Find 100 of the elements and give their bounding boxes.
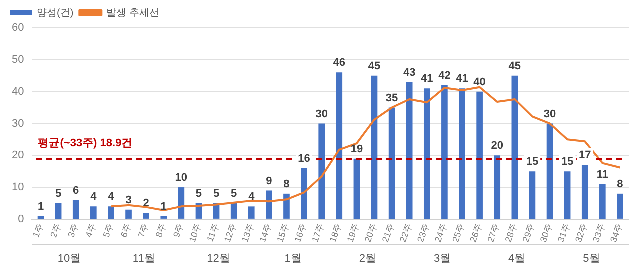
bar — [318, 124, 325, 219]
x-tick-label: 34주 — [608, 222, 624, 244]
x-tick-label: 16주 — [292, 222, 309, 244]
bar — [476, 92, 483, 219]
data-label: 19 — [350, 143, 364, 156]
bar — [600, 184, 606, 219]
bar — [284, 194, 290, 219]
data-label: 5 — [196, 188, 202, 200]
data-label: 30 — [316, 108, 328, 120]
data-label: 10 — [175, 172, 188, 184]
bar — [424, 88, 430, 219]
bar — [564, 172, 571, 219]
x-tick-label: 5주 — [101, 222, 116, 239]
data-label: 45 — [368, 60, 381, 72]
bar — [617, 194, 624, 219]
data-label: 4 — [248, 191, 256, 204]
text: 2월 — [359, 253, 376, 266]
x-tick-label: 30주 — [538, 222, 554, 244]
data-label: 2 — [143, 198, 150, 210]
bar — [108, 206, 114, 219]
x-tick-label: 25주 — [450, 222, 466, 244]
data-label: 20 — [491, 140, 504, 152]
bar — [371, 76, 378, 219]
x-tick-label: 20주 — [362, 222, 379, 244]
data-label: 1 — [38, 200, 44, 213]
bar — [546, 124, 554, 219]
text: 10월 — [58, 253, 82, 266]
text: 1월 — [284, 253, 302, 266]
y-tick-label: 0 — [18, 213, 24, 226]
x-tick-label: 7주 — [136, 222, 151, 239]
x-tick-label: 9주 — [171, 222, 186, 239]
x-tick-label: 18주 — [328, 222, 344, 244]
x-tick-label: 29주 — [520, 222, 537, 244]
x-tick-label: 27주 — [486, 222, 502, 244]
x-tick-label: 6주 — [118, 222, 133, 239]
bar — [388, 108, 396, 219]
bar — [143, 213, 150, 219]
y-tick-label: 40 — [12, 86, 24, 98]
y-tick-label: 60 — [12, 22, 24, 34]
data-label: 35 — [386, 92, 398, 104]
x-tick-label: 31주 — [556, 222, 572, 244]
x-tick-label: 33주 — [590, 222, 607, 244]
legend-label: 양성(건) — [37, 8, 74, 19]
data-label: 45 — [508, 60, 522, 72]
x-tick-label: 4주 — [84, 222, 98, 239]
x-tick-label: 28주 — [503, 222, 520, 244]
bar — [55, 203, 62, 219]
x-tick-label: 23주 — [415, 222, 432, 244]
data-label: 9 — [266, 175, 272, 188]
bar — [529, 172, 536, 219]
bar — [126, 210, 132, 219]
data-label: 15 — [526, 156, 539, 168]
data-label: 41 — [456, 73, 468, 86]
x-tick-label: 15주 — [275, 222, 291, 244]
x-tick-label: 14주 — [258, 222, 274, 244]
data-label: 17 — [578, 150, 592, 162]
data-label: 11 — [596, 168, 608, 181]
legend-label: 발생 추세선 — [106, 8, 160, 19]
bar — [512, 76, 518, 219]
data-label: 41 — [421, 73, 434, 86]
data-label: 4 — [108, 191, 116, 204]
y-tick-label: 50 — [12, 54, 24, 66]
x-tick-label: 17주 — [310, 222, 326, 244]
data-label: 16 — [298, 152, 310, 165]
bar — [266, 190, 272, 219]
data-label: 5 — [213, 188, 220, 200]
y-tick-label: 20 — [12, 150, 24, 162]
x-tick-label: 8주 — [154, 222, 168, 239]
data-label: 30 — [544, 108, 556, 120]
data-label: 42 — [438, 70, 451, 82]
x-tick-label: 3주 — [66, 222, 80, 239]
y-tick-label: 10 — [12, 182, 24, 194]
bar — [248, 206, 255, 219]
x-tick-label: 26주 — [468, 222, 484, 244]
x-tick-label: 19주 — [345, 222, 362, 244]
bar — [442, 85, 448, 219]
x-tick-label: 10주 — [187, 222, 204, 244]
bar — [230, 203, 238, 219]
x-tick-label: 32주 — [573, 222, 590, 244]
x-tick-label: 24주 — [433, 222, 449, 244]
text: 12월 — [207, 253, 230, 266]
data-label: 3 — [126, 194, 132, 206]
ref-line-label: 평균(~33주) 18.9건 — [38, 138, 133, 150]
data-label: 5 — [56, 188, 62, 200]
text: 5월 — [583, 253, 600, 266]
data-label: 15 — [561, 156, 574, 168]
data-label: 46 — [333, 57, 346, 70]
x-tick-label: 22주 — [398, 222, 414, 244]
bar — [406, 82, 413, 219]
data-label: 43 — [403, 66, 416, 79]
data-label: 4 — [90, 191, 98, 204]
y-tick-label: 30 — [12, 118, 24, 130]
bar — [459, 88, 466, 219]
x-tick-label: 1주 — [31, 222, 46, 239]
bar — [72, 200, 80, 219]
x-tick-label: 21주 — [380, 222, 396, 244]
text: 3월 — [434, 253, 452, 266]
data-label: 5 — [231, 188, 238, 200]
bar — [90, 206, 97, 219]
data-label: 40 — [474, 76, 486, 88]
